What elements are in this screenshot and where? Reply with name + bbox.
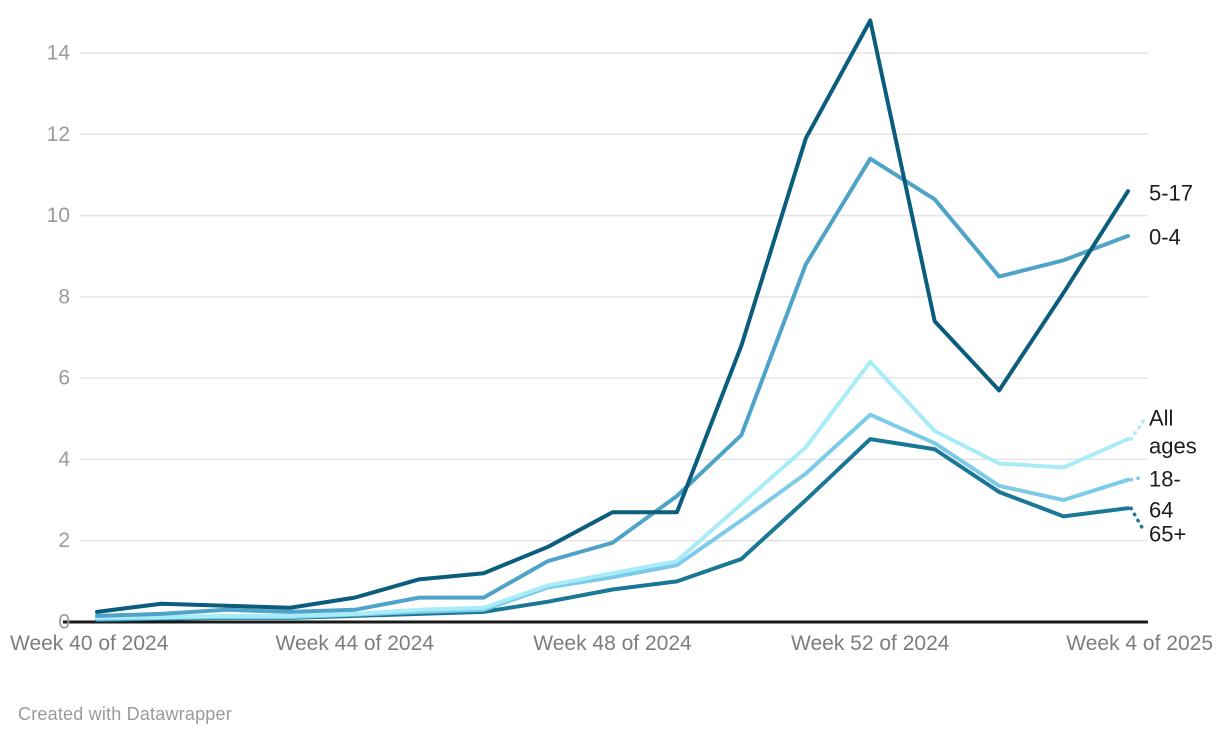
label-connector-all-ages (1129, 418, 1146, 441)
y-tick-label-12: 12 (47, 123, 70, 146)
x-tick-label-week-52-of-2024: Week 52 of 2024 (791, 632, 950, 655)
y-tick-label-4: 4 (58, 448, 70, 471)
y-tick-label-14: 14 (47, 42, 71, 65)
y-tick-label-0: 0 (58, 611, 70, 634)
label-connector-18-64 (1129, 475, 1146, 482)
y-tick-label-8: 8 (58, 285, 70, 308)
y-tick-label-10: 10 (47, 204, 70, 227)
series-label-all-ages: ages (1149, 434, 1197, 459)
series-label-all-ages: All (1149, 406, 1173, 431)
x-tick-label-week-40-of-2024: Week 40 of 2024 (10, 632, 169, 655)
series-label-18-64: 18- (1149, 467, 1181, 492)
datawrapper-attribution-link[interactable]: Created with Datawrapper (18, 704, 232, 724)
series-line-0-4 (95, 156, 1130, 618)
series-line-5-17 (95, 18, 1130, 614)
series-label-5-17: 5-17 (1149, 181, 1193, 206)
x-tick-label-week-4-of-2025: Week 4 of 2025 (1066, 632, 1213, 655)
series-label-0-4: 0-4 (1149, 225, 1181, 250)
label-connector-65+ (1129, 506, 1146, 533)
series-label-18-64: 64 (1149, 498, 1173, 523)
series-line-65+ (95, 437, 1130, 622)
series-line-all-ages (95, 359, 1130, 620)
y-tick-label-2: 2 (58, 529, 70, 552)
x-tick-label-week-44-of-2024: Week 44 of 2024 (276, 632, 435, 655)
x-tick-label-week-48-of-2024: Week 48 of 2024 (533, 632, 692, 655)
y-tick-label-6: 6 (58, 367, 70, 390)
series-label-65+: 65+ (1149, 522, 1186, 547)
